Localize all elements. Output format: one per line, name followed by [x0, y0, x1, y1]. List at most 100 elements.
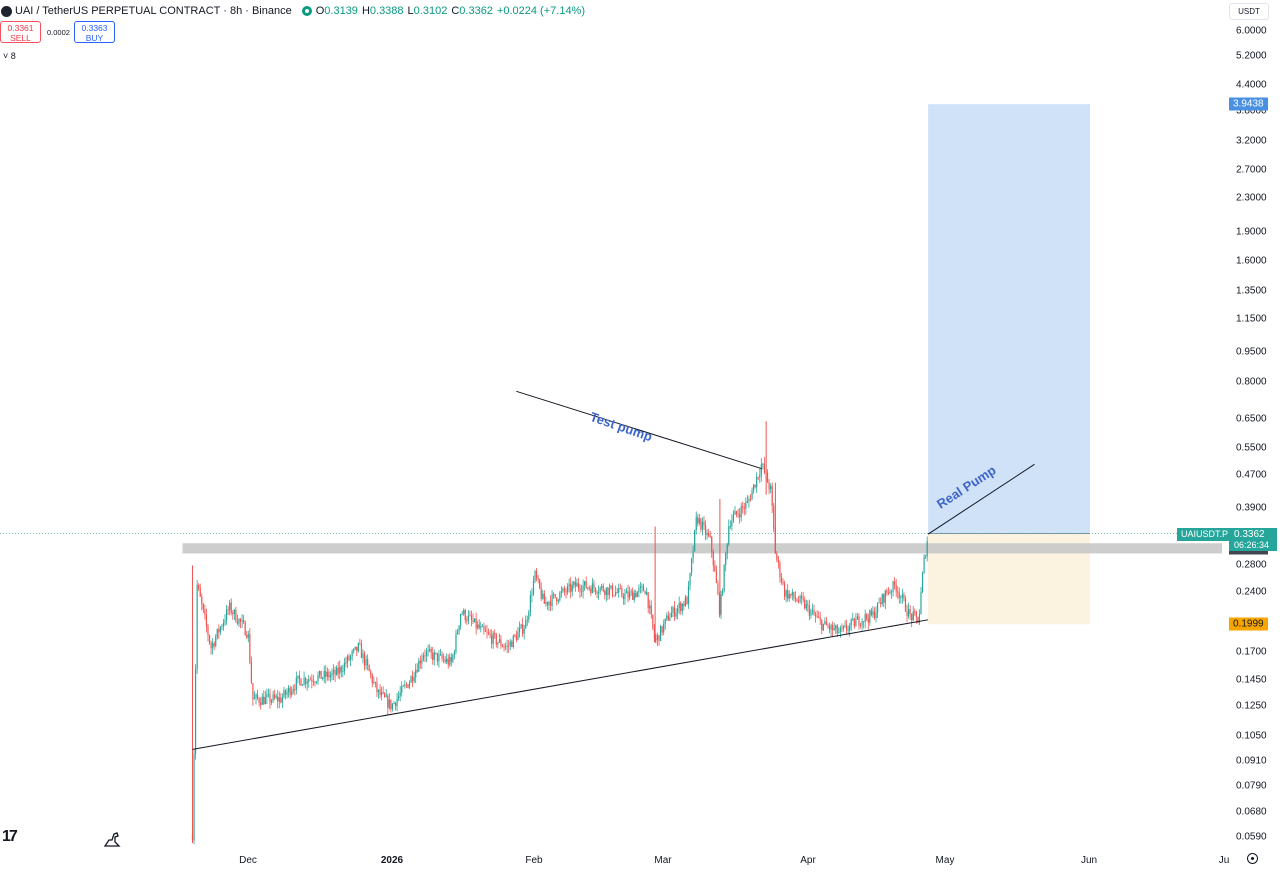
bar-countdown: 06:26:34	[1234, 540, 1270, 550]
candle-body	[308, 679, 310, 683]
candle-body	[415, 669, 417, 678]
candle-body	[411, 676, 414, 682]
candle-body	[725, 553, 727, 565]
candle-body	[903, 594, 905, 599]
candle-body	[794, 597, 797, 600]
candle-body	[263, 696, 265, 705]
candle-body	[876, 602, 879, 613]
resistance-band-rect	[182, 543, 1222, 554]
legend-collapse-toggle[interactable]: ˅ 8	[3, 51, 16, 61]
candle-body	[909, 608, 911, 615]
candle-body	[669, 617, 671, 621]
candle-body	[511, 641, 513, 648]
candle-body	[895, 585, 897, 592]
symbol-title[interactable]: UAI / TetherUS PERPETUAL CONTRACT · 8h ·…	[15, 5, 292, 17]
price-tick-label: 0.1450	[1236, 674, 1267, 686]
candle-body	[677, 607, 679, 613]
time-tick-label: Apr	[800, 855, 816, 866]
candle-body	[483, 626, 485, 631]
candle-body	[779, 562, 781, 578]
candle-body	[776, 553, 778, 560]
candle-body	[295, 677, 297, 690]
candle-body	[317, 675, 319, 682]
candle-body	[708, 532, 710, 537]
candle-body	[802, 598, 804, 600]
candle-body	[461, 613, 463, 615]
sell-button[interactable]: 0.3361 SELL	[0, 21, 41, 43]
candle-body	[384, 693, 386, 697]
spread-value: 0.0002	[47, 28, 70, 37]
test-pump-line	[516, 390, 762, 470]
candle-body	[805, 604, 807, 609]
candle-body	[883, 594, 885, 603]
candle-body	[442, 658, 445, 660]
candle-body	[232, 612, 234, 615]
candle-body	[401, 686, 403, 693]
buy-label: BUY	[85, 33, 104, 43]
candle-body	[731, 520, 733, 527]
candle-body	[365, 659, 367, 666]
candle-body	[711, 536, 713, 552]
candle-body	[739, 514, 741, 518]
candle-body	[360, 644, 363, 659]
candle-body	[430, 649, 432, 653]
candle-body	[601, 585, 603, 588]
candle-body	[193, 754, 195, 841]
candle-body	[388, 699, 390, 708]
candle-body	[599, 587, 601, 592]
candle-body	[811, 610, 814, 611]
candle-body	[783, 583, 786, 597]
candle-body	[202, 603, 204, 610]
candle-body	[531, 594, 533, 596]
price-tick-label: 0.0590	[1236, 831, 1267, 843]
candle-body	[201, 596, 203, 604]
candle-body	[816, 616, 818, 618]
candle-body	[373, 682, 375, 683]
currency-button[interactable]: USDT	[1229, 3, 1269, 20]
candle-body	[444, 659, 446, 663]
tradingview-logo-icon[interactable]: 17	[2, 828, 18, 845]
candle-body	[732, 514, 735, 521]
candle-body	[740, 506, 742, 518]
candle-body	[770, 485, 772, 490]
candle-body	[845, 625, 848, 631]
candle-body	[256, 694, 259, 699]
settings-gear-icon[interactable]	[1247, 853, 1258, 864]
candle-body	[390, 699, 392, 710]
candle-body	[596, 592, 598, 594]
candle-body	[683, 603, 685, 607]
buy-button[interactable]: 0.3363 BUY	[74, 21, 115, 43]
price-tick-label: 0.2400	[1236, 586, 1267, 598]
dino-icon[interactable]	[103, 830, 121, 848]
candle-body	[897, 591, 899, 593]
candle-body	[830, 624, 832, 630]
candle-body	[435, 652, 437, 654]
candle-body	[850, 619, 852, 626]
candle-body	[398, 695, 400, 699]
candle-body	[667, 615, 669, 621]
candle-body	[537, 578, 539, 580]
candle-body	[337, 667, 339, 674]
candle-body	[230, 602, 232, 613]
candle-body	[362, 653, 364, 659]
price-tick-label: 2.7000	[1236, 164, 1267, 176]
candle-body	[742, 506, 744, 508]
candle-body	[568, 583, 570, 586]
candle-body	[653, 627, 655, 639]
candle-body	[495, 634, 497, 645]
candle-body	[849, 625, 851, 631]
candle-body	[591, 583, 593, 594]
candle-body	[926, 541, 928, 557]
candle-body	[687, 585, 690, 605]
candle-body	[881, 594, 883, 604]
price-tick-label: 4.4000	[1236, 79, 1267, 91]
candle-body	[359, 643, 361, 645]
candle-body	[796, 599, 798, 602]
candle-body	[579, 587, 581, 592]
visibility-eye-icon[interactable]	[301, 6, 312, 16]
candle-body	[498, 639, 500, 643]
candle-body	[277, 696, 279, 702]
candle-body	[593, 583, 595, 589]
support-trendline	[192, 619, 929, 750]
